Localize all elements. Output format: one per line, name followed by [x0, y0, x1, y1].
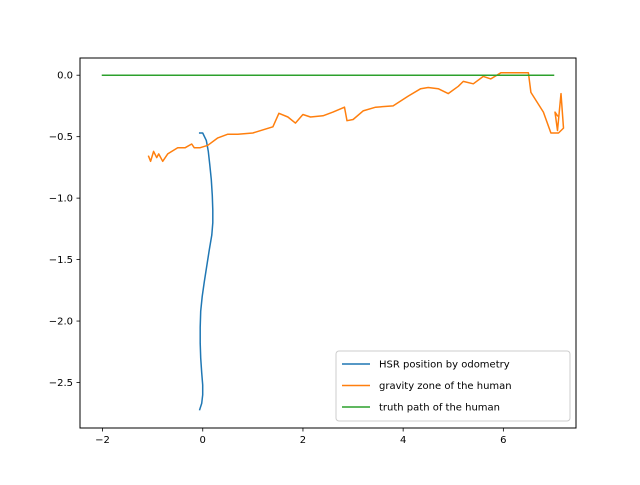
y-tick-label: −0.5: [49, 132, 73, 143]
plot-frame: [79, 57, 577, 429]
legend: HSR position by odometry gravity zone of …: [335, 350, 571, 422]
y-tick-label: −1.5: [49, 255, 73, 266]
y-tick-label: −2.0: [49, 317, 73, 328]
legend-label-1: HSR position by odometry: [379, 360, 510, 371]
y-tick-label: −2.5: [49, 378, 73, 389]
y-tick-label: 0.0: [57, 71, 73, 82]
x-tick-label: 4: [400, 435, 406, 446]
y-tick-label: −1.0: [49, 194, 73, 205]
x-tick-label: 2: [300, 435, 306, 446]
legend-label-2: gravity zone of the human: [379, 381, 512, 392]
legend-box: [335, 350, 571, 422]
series-line-1: [198, 132, 214, 411]
legend-label-3: truth path of the human: [379, 403, 500, 414]
x-tick-label: −2: [95, 435, 110, 446]
series-line-2: [147, 72, 565, 163]
x-tick-label: 0: [200, 435, 206, 446]
x-tick-label: 6: [500, 435, 506, 446]
